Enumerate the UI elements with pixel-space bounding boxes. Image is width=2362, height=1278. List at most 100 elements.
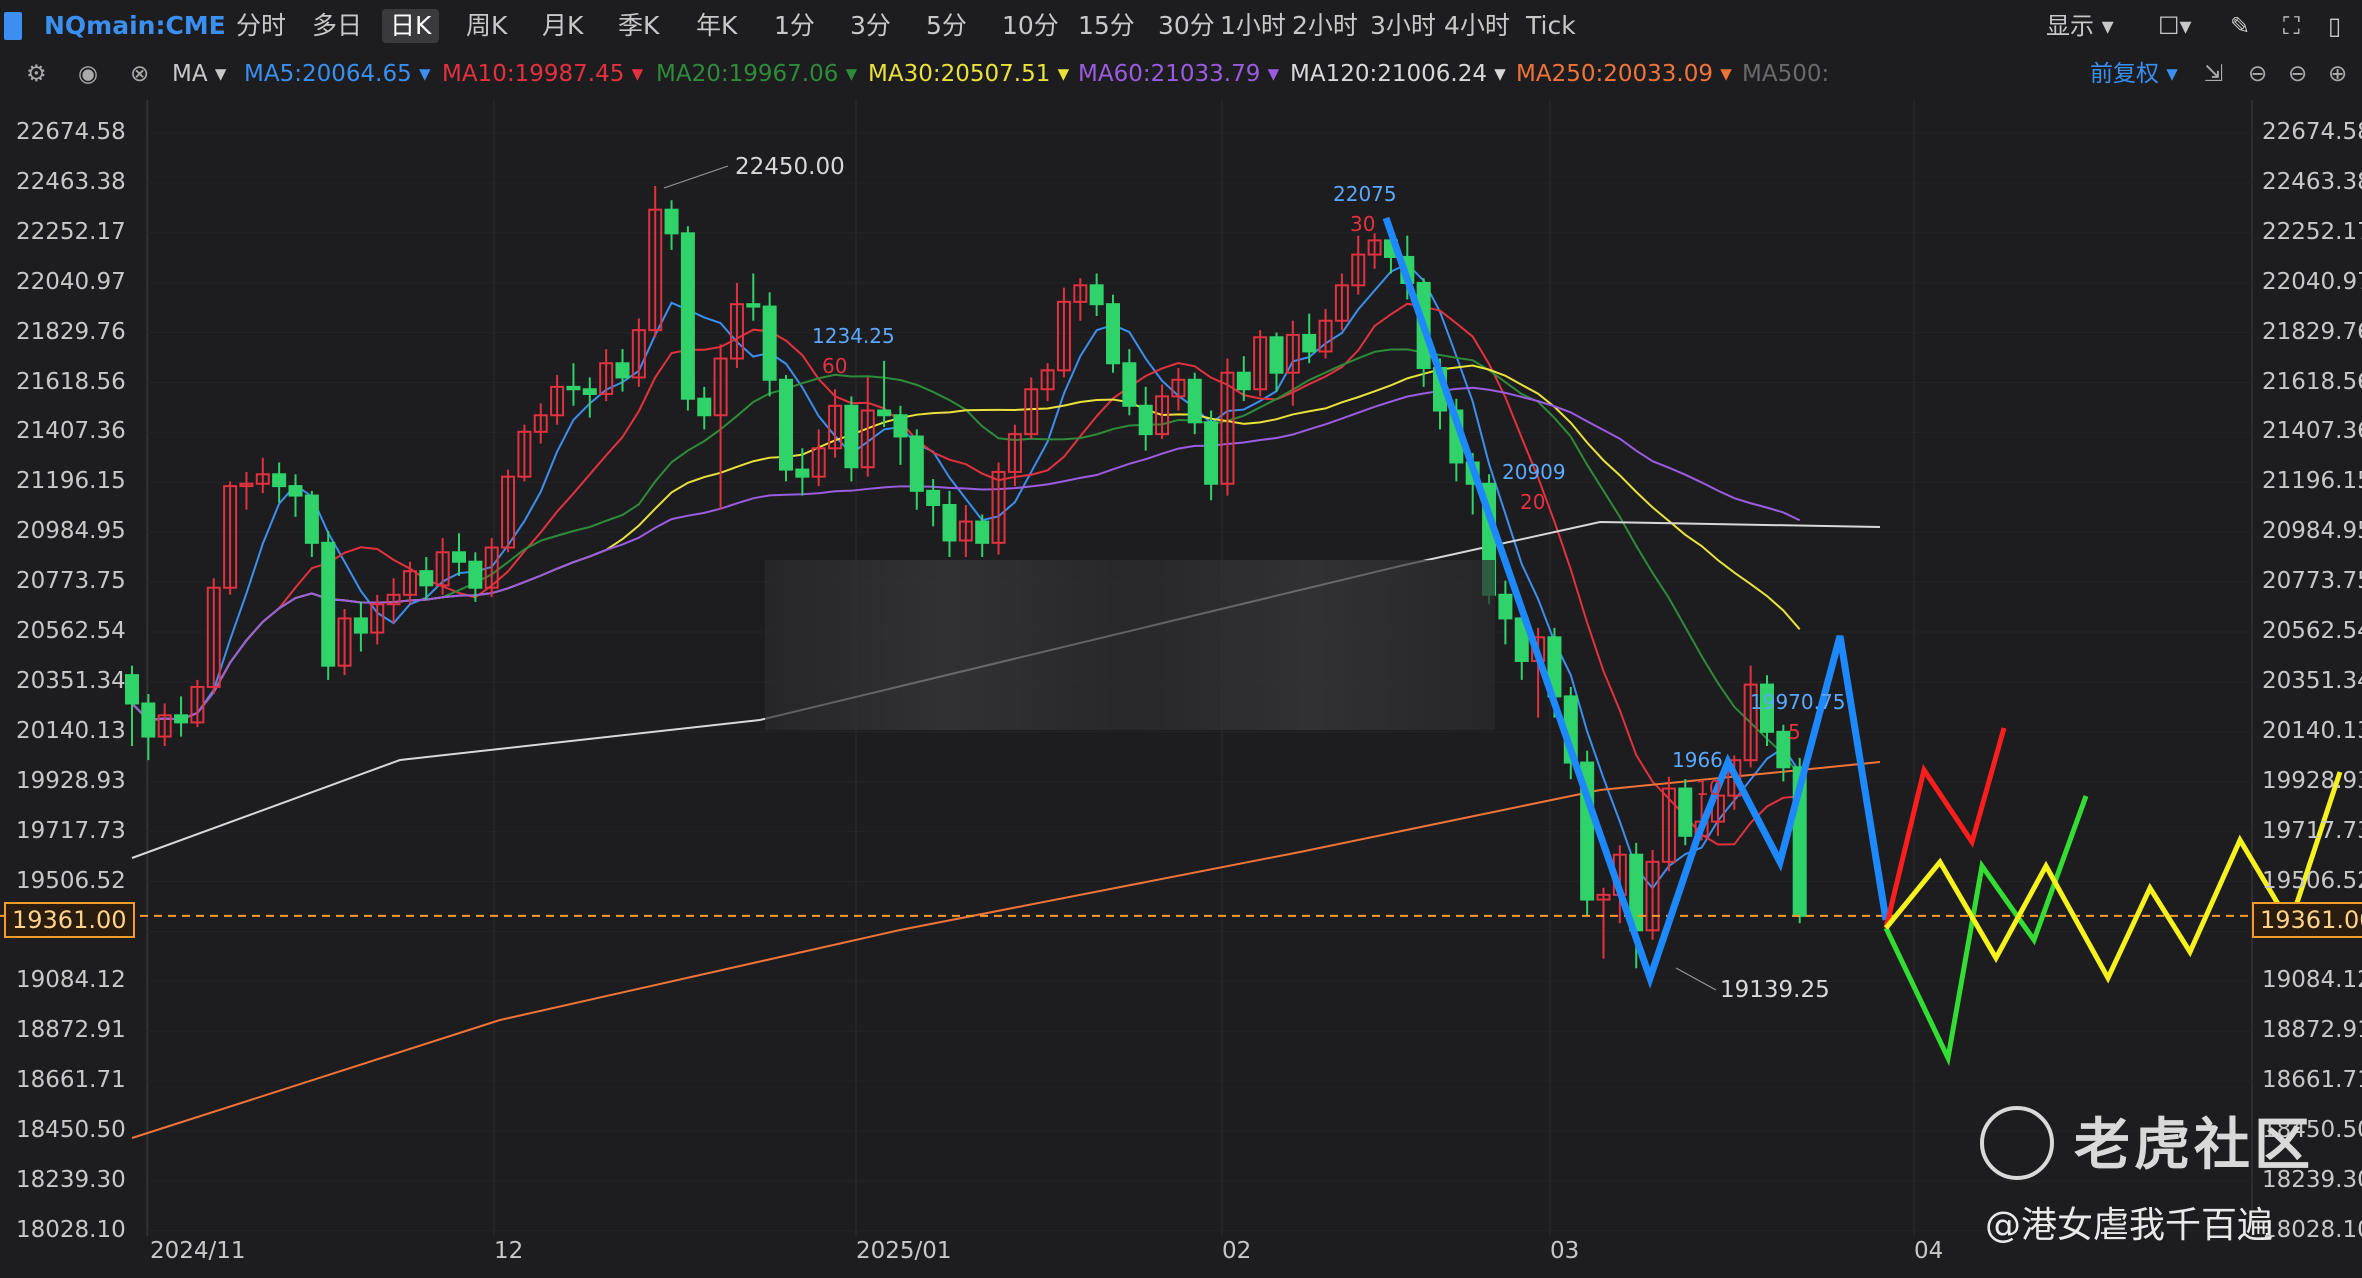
ma-type-select[interactable]: MA ▾ — [172, 61, 227, 87]
candle-body — [1204, 421, 1219, 485]
candle-body — [664, 208, 679, 235]
timeframe-tab-1[interactable]: 多日 — [312, 11, 363, 40]
candle-body — [599, 362, 614, 395]
ma-item-6[interactable]: MA250:20033.09 ▾ — [1516, 61, 1732, 87]
candle-body — [1302, 333, 1317, 353]
timeframe-tab-8[interactable]: 3分 — [850, 11, 891, 40]
ma-item-7[interactable]: MA500: — [1742, 61, 1830, 87]
y-label-left: 20562.54 — [16, 618, 126, 644]
candle-body — [337, 617, 352, 667]
symbol-label[interactable]: NQmain:CME — [44, 11, 226, 40]
display-menu[interactable]: 显示 ▾ — [2046, 12, 2114, 40]
ma-item-2[interactable]: MA20:19967.06 ▾ — [656, 61, 858, 87]
y-label-right: 20140.13 — [2262, 717, 2362, 744]
candle-body — [1760, 683, 1774, 733]
candle-body — [762, 305, 777, 381]
candle-body — [1743, 683, 1758, 762]
timeframe-tab-7[interactable]: 1分 — [774, 11, 815, 40]
x-axis: 2024/11 12 2025/01 02 03 04 — [0, 1238, 2362, 1278]
fullscreen-icon[interactable]: ⛶ — [2283, 12, 2300, 40]
ma-item-4[interactable]: MA60:21033.79 ▾ — [1078, 61, 1280, 87]
eye-toggle-icon[interactable]: ◉ — [78, 61, 99, 87]
scale-icon[interactable]: ⇲ — [2204, 61, 2224, 87]
y-label-right: 18872.91 — [2262, 1017, 2362, 1044]
candle-body — [713, 357, 728, 417]
candle-body — [190, 685, 205, 724]
x-label: 2025/01 — [856, 1238, 952, 1264]
y-label-left: 21618.56 — [16, 368, 126, 395]
ma-item-5[interactable]: MA120:21006.24 ▾ — [1290, 61, 1506, 87]
peak-annotation: 22075 — [1333, 182, 1397, 206]
timeframe-tab-5[interactable]: 季K — [618, 11, 660, 40]
candle-body — [370, 603, 385, 634]
y-label-right: 22674.58 — [2262, 119, 2362, 145]
candle-body — [288, 485, 303, 497]
adjust-label: 前复权 — [2090, 61, 2159, 87]
y-label-right: 20562.54 — [2262, 618, 2362, 644]
candle-body — [272, 473, 287, 488]
adjust-select[interactable]: 前复权 ▾ — [2090, 61, 2178, 87]
y-label-left: 20773.75 — [16, 568, 126, 595]
timeframe-tab-2[interactable]: 日K — [382, 9, 440, 43]
candle-body — [386, 593, 401, 606]
timeframe-tab-17[interactable]: Tick — [1526, 11, 1576, 40]
y-label-right: 21618.56 — [2262, 368, 2362, 395]
timeframe-tab-15[interactable]: 3小时 — [1370, 11, 1436, 40]
y-label-left: 19084.12 — [16, 967, 126, 994]
candle-body — [909, 435, 924, 492]
mid1-sub-annotation: 60 — [822, 354, 848, 378]
drawn-base-path — [1883, 795, 2089, 1067]
timeframe-tab-3[interactable]: 周K — [466, 11, 508, 40]
annotation-leader — [1675, 967, 1717, 991]
y-label-left: 22463.38 — [16, 168, 126, 195]
candle-body — [877, 409, 892, 417]
mid2-annotation: 20909 — [1502, 460, 1566, 484]
timeframe-tab-6[interactable]: 年K — [696, 11, 738, 40]
timeframe-tab-11[interactable]: 15分 — [1078, 11, 1135, 40]
candle-body — [1498, 593, 1513, 620]
timeframe-tab-14[interactable]: 2小时 — [1292, 11, 1358, 40]
candle-body — [1171, 378, 1186, 398]
y-label-right: 21407.36 — [2262, 418, 2362, 445]
candle-body — [468, 560, 483, 589]
layout-select-icon[interactable]: ☐▾ — [2158, 12, 2192, 40]
timeframe-tab-10[interactable]: 10分 — [1002, 11, 1059, 40]
zoom-out-alt-icon[interactable]: ⊖ — [2288, 61, 2308, 87]
settings-gear-icon[interactable]: ⚙ — [26, 61, 47, 87]
panel-toggle-icon[interactable]: ▯ — [2328, 12, 2342, 40]
ma250-line — [131, 761, 1881, 1139]
candle-body — [1236, 371, 1251, 391]
candle-body — [223, 485, 238, 589]
candle-body — [1269, 336, 1284, 374]
timeframe-tab-13[interactable]: 1小时 — [1220, 11, 1286, 40]
timeframe-tab-9[interactable]: 5分 — [926, 11, 967, 40]
ma-item-3[interactable]: MA30:20507.51 ▾ — [868, 61, 1070, 87]
timeframe-tab-4[interactable]: 月K — [542, 11, 584, 40]
candle-body — [828, 404, 843, 450]
timeframe-tab-12[interactable]: 30分 — [1158, 11, 1215, 40]
candle-body — [1187, 378, 1202, 424]
y-label-left: 20984.95 — [16, 518, 126, 545]
y-label-left: 18661.71 — [16, 1067, 126, 1094]
draw-tool-icon[interactable]: ✎ — [2230, 12, 2251, 40]
timeframe-tab-0[interactable]: 分时 — [236, 11, 287, 40]
candle-body — [157, 714, 172, 738]
y-label-left: 18028.10 — [16, 1216, 126, 1243]
candle-body — [566, 385, 581, 391]
close-icon[interactable]: ⊗ — [130, 61, 150, 87]
zoom-out-icon[interactable]: ⊖ — [2248, 61, 2268, 87]
ma-item-0[interactable]: MA5:20064.65 ▾ — [244, 61, 431, 87]
candle-body — [1253, 336, 1268, 391]
candle-body — [484, 546, 499, 589]
candle-body — [811, 447, 826, 478]
mid3-annotation: 19970.75 — [1750, 690, 1846, 714]
timeframe-tab-16[interactable]: 4小时 — [1444, 11, 1510, 40]
candle-body — [779, 378, 793, 471]
x-label: 03 — [1550, 1238, 1580, 1264]
zoom-in-icon[interactable]: ⊕ — [2328, 61, 2348, 87]
candle-body — [729, 303, 744, 360]
ma-item-1[interactable]: MA10:19987.45 ▾ — [442, 61, 644, 87]
annotation-leader — [663, 165, 729, 189]
candle-body — [795, 468, 810, 478]
candle-body — [697, 397, 712, 417]
